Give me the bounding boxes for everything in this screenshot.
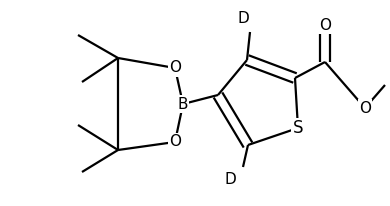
Text: D: D: [224, 172, 236, 187]
Text: O: O: [319, 18, 331, 33]
Text: O: O: [169, 61, 181, 76]
Text: S: S: [293, 119, 303, 137]
Text: D: D: [237, 11, 249, 26]
Text: O: O: [169, 135, 181, 150]
Text: O: O: [359, 101, 371, 116]
Text: B: B: [178, 96, 188, 111]
